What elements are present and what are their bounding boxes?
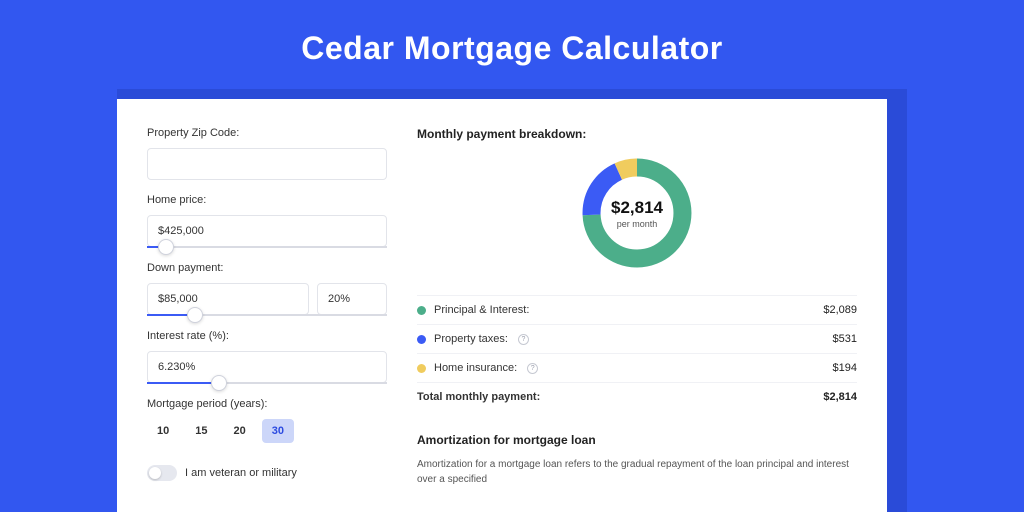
legend-value: $2,089 xyxy=(823,304,857,316)
down-payment-label: Down payment: xyxy=(147,262,387,274)
form-column: Property Zip Code: Home price: Down paym… xyxy=(147,127,387,487)
veteran-row: I am veteran or military xyxy=(147,465,387,481)
donut-wrap: $2,814 per month xyxy=(417,153,857,273)
home-price-input[interactable] xyxy=(147,215,387,247)
amortization-body: Amortization for a mortgage loan refers … xyxy=(417,457,857,487)
period-pill-15[interactable]: 15 xyxy=(185,419,217,443)
interest-rate-input[interactable] xyxy=(147,351,387,383)
legend-total-row: Total monthly payment: $2,814 xyxy=(417,382,857,411)
slider-thumb[interactable] xyxy=(158,239,174,255)
slider-thumb[interactable] xyxy=(187,307,203,323)
page-title: Cedar Mortgage Calculator xyxy=(0,0,1024,89)
legend-label: Home insurance: xyxy=(434,362,517,374)
down-payment-input[interactable] xyxy=(147,283,309,315)
home-price-slider[interactable] xyxy=(147,246,387,248)
zip-label: Property Zip Code: xyxy=(147,127,387,139)
breakdown-column: Monthly payment breakdown: $2,814 per mo… xyxy=(417,127,857,487)
legend-row: Principal & Interest: $2,089 xyxy=(417,295,857,324)
amortization-title: Amortization for mortgage loan xyxy=(417,433,857,447)
donut-sub: per month xyxy=(617,219,658,229)
legend-label: Property taxes: xyxy=(434,333,508,345)
zip-input[interactable] xyxy=(147,148,387,180)
interest-rate-label: Interest rate (%): xyxy=(147,330,387,342)
period-pill-10[interactable]: 10 xyxy=(147,419,179,443)
veteran-label: I am veteran or military xyxy=(185,467,297,479)
total-value: $2,814 xyxy=(823,391,857,403)
legend-dot-icon xyxy=(417,306,426,315)
zip-field: Property Zip Code: xyxy=(147,127,387,180)
period-label: Mortgage period (years): xyxy=(147,398,387,410)
info-icon[interactable]: ? xyxy=(518,334,529,345)
home-price-label: Home price: xyxy=(147,194,387,206)
legend-dot-icon xyxy=(417,364,426,373)
payment-donut-chart: $2,814 per month xyxy=(577,153,697,273)
period-pill-30[interactable]: 30 xyxy=(262,419,294,443)
donut-value: $2,814 xyxy=(611,198,663,218)
legend-row: Property taxes:? $531 xyxy=(417,324,857,353)
period-pill-20[interactable]: 20 xyxy=(224,419,256,443)
breakdown-title: Monthly payment breakdown: xyxy=(417,127,857,141)
legend-dot-icon xyxy=(417,335,426,344)
period-field: Mortgage period (years): 1015 2030 xyxy=(147,398,387,443)
legend: Principal & Interest: $2,089 Property taxe… xyxy=(417,295,857,411)
down-payment-field: Down payment: xyxy=(147,262,387,316)
total-label: Total monthly payment: xyxy=(417,391,540,403)
legend-value: $531 xyxy=(833,333,857,345)
info-icon[interactable]: ? xyxy=(527,363,538,374)
legend-label: Principal & Interest: xyxy=(434,304,529,316)
donut-center: $2,814 per month xyxy=(577,153,697,273)
interest-rate-field: Interest rate (%): xyxy=(147,330,387,384)
down-payment-pct-input[interactable] xyxy=(317,283,387,315)
legend-row: Home insurance:? $194 xyxy=(417,353,857,382)
down-payment-slider[interactable] xyxy=(147,314,387,316)
interest-rate-slider[interactable] xyxy=(147,382,387,384)
amortization-section: Amortization for mortgage loan Amortizat… xyxy=(417,433,857,487)
calculator-card: Property Zip Code: Home price: Down paym… xyxy=(117,99,887,512)
period-pills: 1015 2030 xyxy=(147,419,387,443)
slider-fill xyxy=(147,382,219,384)
legend-value: $194 xyxy=(833,362,857,374)
slider-thumb[interactable] xyxy=(211,375,227,391)
home-price-field: Home price: xyxy=(147,194,387,248)
veteran-toggle[interactable] xyxy=(147,465,177,481)
card-shadow: Property Zip Code: Home price: Down paym… xyxy=(117,89,907,512)
